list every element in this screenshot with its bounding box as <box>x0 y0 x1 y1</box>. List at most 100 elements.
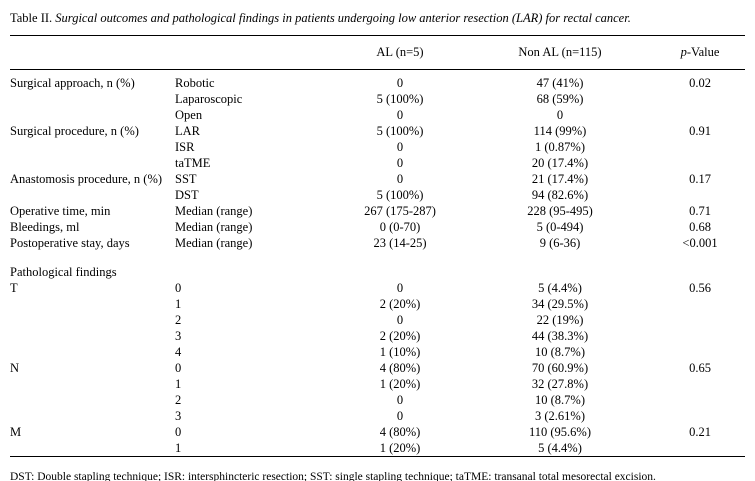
cell-p <box>655 408 745 424</box>
cell-category: Operative time, min <box>10 204 111 218</box>
cell-sub: Open <box>175 108 203 122</box>
cell-p <box>655 187 745 203</box>
cell-category: Surgical approach, n (%) <box>10 76 135 90</box>
cell-category: Bleedings, ml <box>10 220 80 234</box>
cell-al: 5 (100%) <box>376 124 424 138</box>
cell-sub: Laparoscopic <box>175 92 243 106</box>
cell-nonal: 34 (29.5%) <box>531 297 589 311</box>
cell-category <box>10 408 175 424</box>
cell-category <box>10 376 175 392</box>
cell-nonal: 1 (0.87%) <box>535 140 585 154</box>
cell-p: 0.17 <box>689 172 711 186</box>
cell-p: 0.91 <box>689 124 711 138</box>
cell-al: 0 <box>396 409 404 423</box>
cell-nonal: 5 (4.4%) <box>538 441 582 455</box>
cell-al: 267 (175-287) <box>364 204 436 218</box>
cell-category: M <box>10 425 22 439</box>
table-row: ISR 0 1 (0.87%) <box>10 139 745 155</box>
cell-p: 0.02 <box>689 76 711 90</box>
cell-sub: Median (range) <box>175 204 253 218</box>
table-row: Laparoscopic 5 (100%) 68 (59%) <box>10 91 745 107</box>
header-category-empty <box>10 35 175 70</box>
cell-sub: 0 <box>175 361 182 375</box>
cell-sub: ISR <box>175 140 195 154</box>
cell-nonal: 5 (4.4%) <box>538 281 582 295</box>
cell-sub: 2 <box>175 313 182 327</box>
cell-category: N <box>10 361 20 375</box>
header-al: AL (n=5) <box>335 35 465 70</box>
table-row: 4 1 (10%) 10 (8.7%) <box>10 344 745 360</box>
cell-p <box>655 139 745 155</box>
cell-category <box>10 328 175 344</box>
header-sub-empty <box>175 35 335 70</box>
spacer-row <box>10 251 745 264</box>
header-row: AL (n=5) Non AL (n=115) p-Value <box>10 35 745 70</box>
cell-category <box>10 344 175 360</box>
table-row: taTME 0 20 (17.4%) <box>10 155 745 171</box>
table-caption-text: Surgical outcomes and pathological findi… <box>55 11 631 25</box>
cell-sub: LAR <box>175 124 200 138</box>
cell-al: 1 (10%) <box>379 345 421 359</box>
cell-p: 0.56 <box>689 281 711 295</box>
table-row: T 0 0 5 (4.4%) 0.56 <box>10 280 745 296</box>
cell-category: T <box>10 281 18 295</box>
cell-sub: Median (range) <box>175 236 253 250</box>
cell-sub: 3 <box>175 409 182 423</box>
cell-p <box>655 440 745 457</box>
cell-category <box>10 91 175 107</box>
cell-sub: 0 <box>175 281 182 295</box>
cell-nonal: 32 (27.8%) <box>531 377 589 391</box>
cell-al: 23 (14-25) <box>373 236 427 250</box>
cell-category <box>10 187 175 203</box>
cell-nonal: 9 (6-36) <box>539 236 581 250</box>
cell-category <box>10 312 175 328</box>
cell-nonal: 114 (99%) <box>533 124 587 138</box>
header-nonal: Non AL (n=115) <box>465 35 655 70</box>
cell-p <box>655 91 745 107</box>
table-row: 3 2 (20%) 44 (38.3%) <box>10 328 745 344</box>
cell-nonal: 228 (95-495) <box>527 204 593 218</box>
cell-category: Anastomosis procedure, n (%) <box>10 172 163 186</box>
cell-sub: 2 <box>175 393 182 407</box>
cell-sub: SST <box>175 172 197 186</box>
cell-p: 0.21 <box>689 425 711 439</box>
cell-nonal: 21 (17.4%) <box>531 172 589 186</box>
cell-category <box>10 155 175 171</box>
results-table: AL (n=5) Non AL (n=115) p-Value Surgical… <box>10 35 745 457</box>
table-row: M 0 4 (80%) 110 (95.6%) 0.21 <box>10 424 745 440</box>
cell-al: 0 <box>396 393 404 407</box>
cell-p: 0.65 <box>689 361 711 375</box>
cell-nonal: 94 (82.6%) <box>531 188 589 202</box>
cell-category <box>10 107 175 123</box>
cell-nonal: 0 <box>556 108 564 122</box>
cell-sub: DST <box>175 188 199 202</box>
cell-nonal: 3 (2.61%) <box>535 409 585 423</box>
cell-nonal: 110 (95.6%) <box>528 425 592 439</box>
cell-p <box>655 392 745 408</box>
table-row: 1 2 (20%) 34 (29.5%) <box>10 296 745 312</box>
cell-category: Postoperative stay, days <box>10 236 130 250</box>
spacer-cell <box>10 251 745 264</box>
table-row: Bleedings, ml Median (range) 0 (0-70) 5 (0-… <box>10 219 745 235</box>
cell-nonal: 44 (38.3%) <box>531 329 589 343</box>
cell-sub: 4 <box>175 345 182 359</box>
cell-nonal: 47 (41%) <box>536 76 584 90</box>
cell-p <box>655 155 745 171</box>
table-row: N 0 4 (80%) 70 (60.9%) 0.65 <box>10 360 745 376</box>
table-row: Anastomosis procedure, n (%) SST 0 21 (17.4… <box>10 171 745 187</box>
cell-p: 0.68 <box>689 220 711 234</box>
table-footnote: DST: Double stapling technique; ISR: int… <box>10 471 656 481</box>
section-row: Pathological findings <box>10 264 745 280</box>
cell-al: 1 (20%) <box>379 377 421 391</box>
cell-p <box>655 107 745 123</box>
cell-p <box>655 376 745 392</box>
cell-p: 0.71 <box>689 204 711 218</box>
cell-nonal: 10 (8.7%) <box>535 345 585 359</box>
cell-p <box>655 296 745 312</box>
cell-nonal <box>465 264 655 280</box>
cell-nonal: 20 (17.4%) <box>531 156 589 170</box>
table-row: Operative time, min Median (range) 267 (17… <box>10 203 745 219</box>
cell-nonal: 10 (8.7%) <box>535 393 585 407</box>
cell-al: 0 <box>396 156 404 170</box>
